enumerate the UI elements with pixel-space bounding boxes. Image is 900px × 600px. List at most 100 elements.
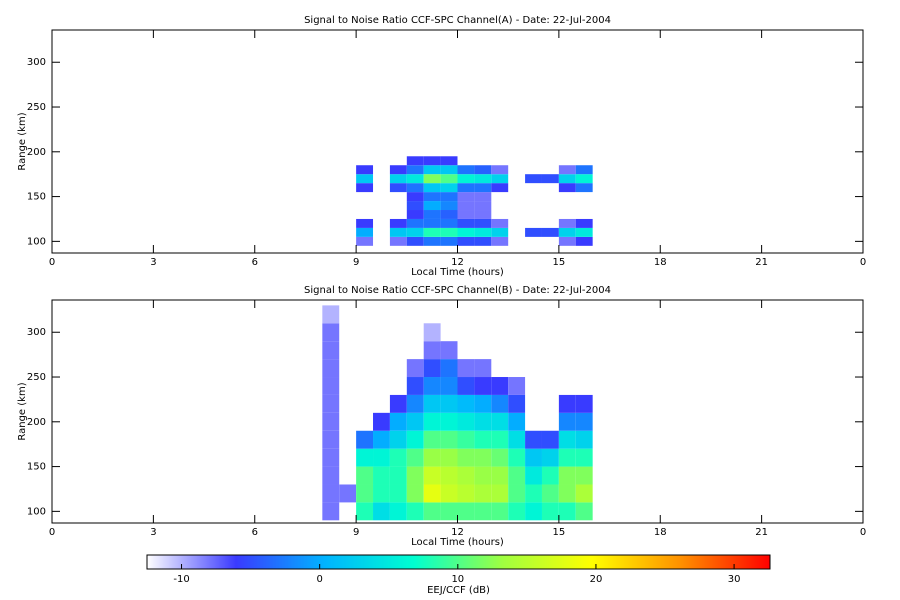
heat-cell xyxy=(474,236,492,246)
heat-cell xyxy=(541,466,559,485)
heat-cell xyxy=(406,484,424,503)
heat-cell xyxy=(406,227,424,237)
x-tick-label: 21 xyxy=(755,527,768,538)
heat-cell xyxy=(440,412,458,431)
heat-cell xyxy=(474,227,492,237)
heat-cell xyxy=(440,183,458,193)
colorbar-tick-label: 0 xyxy=(316,574,322,585)
heat-cell xyxy=(558,174,576,184)
heat-cell xyxy=(389,466,407,485)
heat-cell xyxy=(389,218,407,228)
colorbar-tick-label: 20 xyxy=(590,574,603,585)
heat-cell xyxy=(541,174,559,184)
heat-cell xyxy=(474,394,492,413)
heat-cell xyxy=(457,174,475,184)
heat-cell xyxy=(575,165,593,175)
heat-cell xyxy=(356,430,374,449)
heat-cell xyxy=(389,174,407,184)
heat-cell xyxy=(525,174,542,184)
heat-cell xyxy=(389,430,407,449)
heat-cell xyxy=(440,377,458,395)
heat-cell xyxy=(423,236,441,246)
colorbar-label: EEJ/CCF (dB) xyxy=(427,585,490,596)
y-tick-label: 250 xyxy=(27,372,46,383)
heat-cell xyxy=(457,165,475,175)
heat-cell xyxy=(575,484,593,503)
heat-cell xyxy=(389,484,407,503)
heat-cell xyxy=(440,394,458,413)
heat-cell xyxy=(558,484,576,503)
heat-cell xyxy=(322,305,340,324)
heat-cell xyxy=(373,412,390,431)
y-tick-label: 100 xyxy=(27,236,46,247)
heat-cell xyxy=(457,227,475,237)
heat-cell xyxy=(406,192,424,202)
heat-cell xyxy=(406,201,424,211)
heat-cell xyxy=(406,502,424,521)
heat-cell xyxy=(440,341,458,360)
heat-cell xyxy=(541,502,559,521)
heat-cell xyxy=(474,210,492,219)
heat-cell xyxy=(356,218,374,228)
y-axis-label: Range (km) xyxy=(17,112,28,170)
heat-cell xyxy=(575,412,593,431)
heat-cell xyxy=(440,210,458,219)
colorbar-tick-label: 30 xyxy=(728,574,741,585)
x-tick-label: 21 xyxy=(755,257,768,268)
heat-cell xyxy=(406,218,424,228)
heat-cell xyxy=(474,430,492,449)
heat-cell xyxy=(406,430,424,449)
heat-cell xyxy=(491,218,509,228)
heat-cell xyxy=(508,502,526,521)
heat-cell xyxy=(508,484,526,503)
heat-cell xyxy=(508,377,526,395)
heat-cell xyxy=(575,236,593,246)
heat-cell xyxy=(406,359,424,378)
heat-cell xyxy=(406,412,424,431)
heat-cell xyxy=(508,430,526,449)
heat-cell xyxy=(423,323,441,342)
heat-cell xyxy=(457,236,475,246)
heat-cell xyxy=(575,448,593,467)
heat-cell xyxy=(457,430,475,449)
heat-cell xyxy=(474,377,492,395)
heat-cell xyxy=(474,174,492,184)
heat-cell xyxy=(457,218,475,228)
heat-cell xyxy=(389,236,407,246)
heat-cell xyxy=(508,412,526,431)
heat-cell xyxy=(322,323,340,342)
heat-cell xyxy=(389,394,407,413)
heat-cell xyxy=(474,201,492,211)
x-tick-label: 0 xyxy=(49,527,55,538)
heat-cell xyxy=(474,448,492,467)
heat-cell xyxy=(356,448,374,467)
heat-cell xyxy=(575,227,593,237)
heat-cell xyxy=(491,466,509,485)
heat-cell xyxy=(322,448,340,467)
heat-cell xyxy=(558,236,576,246)
heat-cell xyxy=(558,412,576,431)
colorbar-tick-label: 10 xyxy=(451,574,464,585)
heat-cell xyxy=(491,227,509,237)
heat-cell xyxy=(541,484,559,503)
heat-cell xyxy=(491,236,509,246)
heat-cell xyxy=(423,484,441,503)
heat-cell xyxy=(423,359,441,378)
heat-cell xyxy=(457,394,475,413)
heat-cell xyxy=(423,174,441,184)
heat-cell xyxy=(474,466,492,485)
heat-cell xyxy=(356,227,374,237)
heat-cell xyxy=(558,430,576,449)
heat-cell xyxy=(575,502,593,521)
x-tick-label: 18 xyxy=(654,257,667,268)
x-axis-label: Local Time (hours) xyxy=(411,267,504,278)
heat-cell xyxy=(474,502,492,521)
heat-cell xyxy=(508,394,526,413)
heat-cell xyxy=(457,192,475,202)
heat-cell xyxy=(423,227,441,237)
heat-cell xyxy=(457,502,475,521)
heat-cell xyxy=(457,183,475,193)
x-tick-label: 3 xyxy=(150,257,156,268)
heat-cell xyxy=(389,165,407,175)
